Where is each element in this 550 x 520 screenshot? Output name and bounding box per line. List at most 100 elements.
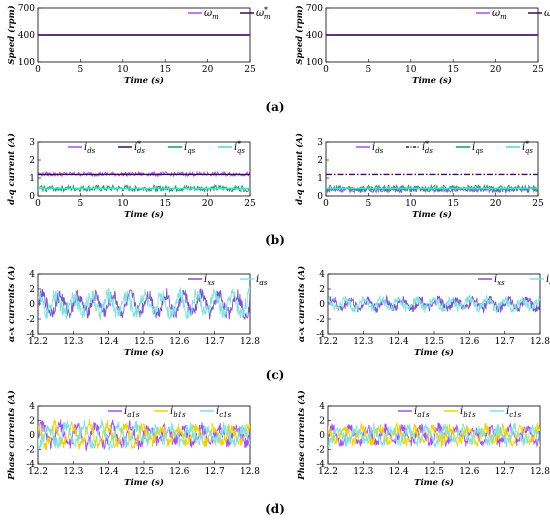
x-tick-label: 20 — [202, 199, 214, 209]
x-tick-label: 10 — [405, 199, 417, 209]
panel-label-b: (b) — [265, 233, 285, 247]
y-axis-label: Speed (rpm) — [6, 5, 17, 64]
y-tick-label: 2 — [29, 285, 35, 295]
x-axis-label: Time (s) — [124, 75, 164, 86]
y-tick-label: 4 — [319, 270, 325, 280]
plot-frame — [37, 141, 251, 197]
y-tick-label: 2 — [29, 156, 35, 166]
x-tick-label: 12.8 — [240, 337, 260, 347]
legend-label-1: ω*m — [544, 5, 550, 21]
series-line-2 — [38, 183, 250, 193]
x-axis-label: Time (s) — [414, 477, 454, 488]
legend-label-1: i* ds — [422, 139, 433, 155]
x-tick-label: 12.7 — [205, 467, 225, 477]
x-tick-label: 0 — [323, 199, 329, 209]
legend-label-2: ic1s — [216, 406, 232, 419]
series-line-1 — [328, 421, 540, 448]
series-line-2 — [328, 422, 540, 449]
legend-label-2: iqs — [184, 142, 196, 155]
x-axis-label: Time (s) — [124, 477, 164, 488]
series-line-1 — [38, 287, 250, 321]
legend-label-0: ids — [372, 142, 384, 155]
x-tick-label: 5 — [78, 65, 84, 75]
legend: ixs iαs — [188, 274, 268, 287]
plot-frame — [325, 141, 539, 197]
y-axis-label: α-x currents (A) — [296, 266, 307, 342]
chart-d-left: 12.2 12.3 12.4 12.5 12.6 12.7 12.8 -4 -2 0 2 4 Time … — [6, 390, 260, 488]
y-tick-label: -4 — [26, 330, 35, 340]
legend-label-0: ia1s — [414, 406, 430, 419]
x-tick-label: 12.3 — [353, 337, 373, 347]
y-tick-label: 0 — [319, 431, 325, 441]
y-axis-label: Phase currents (A) — [6, 390, 17, 480]
x-axis-label: Time (s) — [124, 209, 164, 220]
legend: ixs iαs — [478, 274, 550, 287]
x-tick-label: 5 — [78, 199, 84, 209]
legend-label-0: ixs — [494, 274, 505, 287]
legend-label-1: iαs — [546, 274, 550, 287]
x-axis-label: Time (s) — [412, 209, 452, 220]
x-tick-label: 10 — [117, 65, 129, 75]
x-tick-label: 12.2 — [28, 467, 48, 477]
x-tick-label: 10 — [117, 199, 129, 209]
legend-label-3: i* qs — [522, 139, 533, 155]
series-line-2 — [326, 183, 538, 194]
legend-label-2: ic1s — [506, 406, 522, 419]
y-tick-label: 4 — [319, 402, 325, 412]
x-tick-label: 5 — [366, 199, 372, 209]
x-tick-label: 0 — [35, 199, 41, 209]
x-tick-label: 12.3 — [63, 337, 83, 347]
x-tick-label: 12.8 — [240, 467, 260, 477]
legend: ia1s ib1s ic1s — [108, 406, 232, 419]
y-tick-label: -2 — [316, 446, 325, 456]
x-axis-label: Time (s) — [124, 347, 164, 358]
x-tick-label: 12.2 — [318, 337, 338, 347]
y-tick-label: 2 — [319, 285, 325, 295]
legend: ids i* ds iqs i* qs — [68, 139, 245, 155]
series-line-1 — [38, 418, 250, 451]
series-line-0 — [328, 295, 540, 313]
panel-label-a: (a) — [265, 100, 284, 114]
x-tick-label: 12.7 — [495, 337, 515, 347]
x-tick-label: 12.6 — [169, 337, 189, 347]
x-tick-label: 12.5 — [134, 337, 154, 347]
y-tick-label: 0 — [29, 431, 35, 441]
legend-label-0: ωm — [492, 8, 507, 21]
x-tick-label: 25 — [532, 65, 544, 75]
chart-d-right: 12.2 12.3 12.4 12.5 12.6 12.7 12.8 -4 -2 0 2 4 Time … — [296, 390, 550, 488]
legend-label-0: ωm — [204, 8, 219, 21]
panel-label-c: (c) — [266, 368, 285, 382]
y-tick-label: 100 — [306, 58, 323, 68]
series-line-2 — [38, 419, 250, 451]
y-tick-label: 3 — [317, 138, 323, 148]
legend: ids i* ds iqs i* qs — [356, 139, 533, 155]
x-tick-label: 12.3 — [353, 467, 373, 477]
x-tick-label: 12.3 — [63, 467, 83, 477]
x-tick-label: 15 — [447, 65, 459, 75]
x-tick-label: 10 — [405, 65, 417, 75]
x-tick-label: 25 — [532, 199, 544, 209]
y-tick-label: 4 — [29, 270, 35, 280]
y-tick-label: -4 — [316, 460, 325, 470]
y-tick-label: 2 — [29, 417, 35, 427]
x-tick-label: 12.2 — [318, 467, 338, 477]
x-tick-label: 20 — [202, 65, 214, 75]
y-tick-label: 4 — [29, 402, 35, 412]
x-tick-label: 12.6 — [459, 467, 479, 477]
y-tick-label: -4 — [316, 330, 325, 340]
x-tick-label: 12.6 — [169, 467, 189, 477]
x-axis-label: Time (s) — [412, 75, 452, 86]
y-axis-label: d-q current (A) — [6, 133, 17, 205]
y-tick-label: -2 — [26, 315, 35, 325]
x-axis-label: Time (s) — [414, 347, 454, 358]
y-tick-label: 1 — [317, 174, 323, 184]
legend-label-0: ia1s — [124, 406, 140, 419]
chart-b-right: 0 5 10 15 20 25 0 1 2 3 Time (s) d-q current (A) ids… — [294, 133, 544, 220]
x-tick-label: 5 — [366, 65, 372, 75]
legend: ωm ω*m — [476, 5, 550, 21]
x-tick-label: 15 — [159, 199, 171, 209]
chart-c-left: 12.2 12.3 12.4 12.5 12.6 12.7 12.8 -4 -2 0 2 4 Time … — [6, 266, 268, 358]
y-tick-label: 0 — [29, 192, 35, 202]
y-tick-label: 400 — [306, 31, 323, 41]
